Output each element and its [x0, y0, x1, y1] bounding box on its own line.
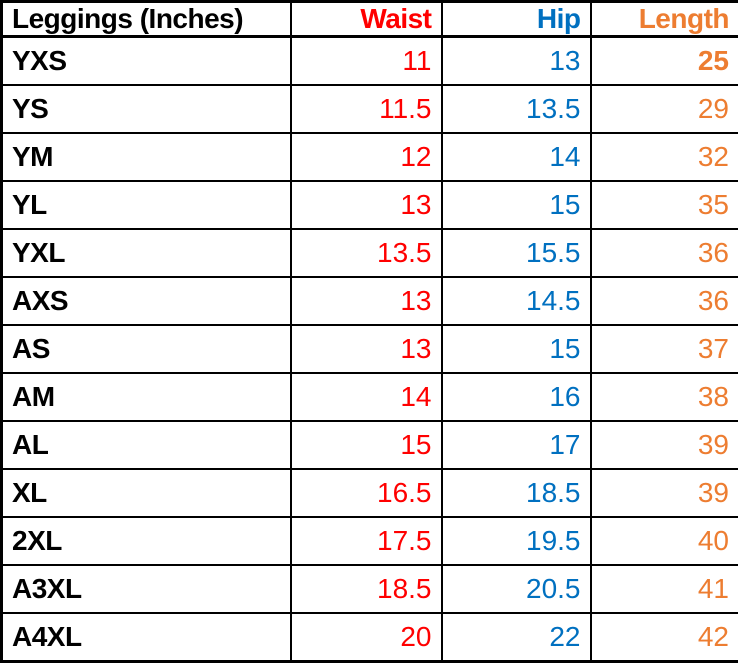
size-cell: YXL	[0, 228, 292, 278]
table-row: A4XL 20 22 42	[0, 611, 738, 663]
table-body: YXS 11 13 25 YS 11.5 13.5 29 YM 12 14 32 YL 13 15 35 YXL…	[0, 35, 738, 663]
hip-cell: 15.5	[440, 228, 592, 278]
hip-cell: 13	[440, 35, 592, 87]
size-cell: AL	[0, 419, 292, 470]
hip-cell: 20.5	[440, 563, 592, 614]
size-cell: YS	[0, 84, 292, 135]
hip-cell: 17	[440, 419, 592, 470]
length-cell: 40	[589, 515, 738, 566]
table-row: XL 16.5 18.5 39	[0, 467, 738, 518]
table-row: 2XL 17.5 19.5 40	[0, 515, 738, 566]
header-row: Leggings (Inches) Waist Hip Length	[0, 0, 738, 38]
waist-cell: 16.5	[289, 467, 443, 518]
length-cell: 38	[589, 371, 738, 422]
waist-cell: 14	[289, 371, 443, 422]
waist-cell: 13	[289, 323, 443, 374]
table-row: YM 12 14 32	[0, 132, 738, 183]
size-cell: A4XL	[0, 611, 292, 663]
size-cell: YM	[0, 132, 292, 183]
column-header-length: Length	[589, 0, 738, 38]
table-row: AXS 13 14.5 36	[0, 275, 738, 326]
waist-cell: 18.5	[289, 563, 443, 614]
column-header-hip: Hip	[440, 0, 592, 38]
waist-cell: 15	[289, 419, 443, 470]
length-cell: 32	[589, 132, 738, 183]
column-header-size: Leggings (Inches)	[0, 0, 292, 38]
length-cell: 36	[589, 228, 738, 278]
waist-cell: 12	[289, 132, 443, 183]
table-header: Leggings (Inches) Waist Hip Length	[0, 0, 738, 38]
table-row: AS 13 15 37	[0, 323, 738, 374]
size-cell: A3XL	[0, 563, 292, 614]
waist-cell: 13.5	[289, 228, 443, 278]
length-cell: 39	[589, 467, 738, 518]
length-cell: 36	[589, 275, 738, 326]
table-row: YS 11.5 13.5 29	[0, 84, 738, 135]
table-row: YL 13 15 35	[0, 180, 738, 231]
hip-cell: 22	[440, 611, 592, 663]
hip-cell: 15	[440, 180, 592, 231]
length-cell: 29	[589, 84, 738, 135]
table-row: AL 15 17 39	[0, 419, 738, 470]
length-cell: 35	[589, 180, 738, 231]
table-row: A3XL 18.5 20.5 41	[0, 563, 738, 614]
length-cell: 39	[589, 419, 738, 470]
waist-cell: 13	[289, 180, 443, 231]
hip-cell: 19.5	[440, 515, 592, 566]
table-row: YXL 13.5 15.5 36	[0, 228, 738, 278]
waist-cell: 13	[289, 275, 443, 326]
size-cell: YXS	[0, 35, 292, 87]
length-cell: 37	[589, 323, 738, 374]
length-cell: 41	[589, 563, 738, 614]
waist-cell: 17.5	[289, 515, 443, 566]
size-cell: XL	[0, 467, 292, 518]
hip-cell: 14	[440, 132, 592, 183]
waist-cell: 20	[289, 611, 443, 663]
length-cell: 42	[589, 611, 738, 663]
size-cell: AM	[0, 371, 292, 422]
table-row: YXS 11 13 25	[0, 35, 738, 87]
length-cell: 25	[589, 35, 738, 87]
hip-cell: 15	[440, 323, 592, 374]
column-header-waist: Waist	[289, 0, 443, 38]
waist-cell: 11.5	[289, 84, 443, 135]
hip-cell: 13.5	[440, 84, 592, 135]
size-cell: YL	[0, 180, 292, 231]
hip-cell: 14.5	[440, 275, 592, 326]
hip-cell: 16	[440, 371, 592, 422]
table-row: AM 14 16 38	[0, 371, 738, 422]
hip-cell: 18.5	[440, 467, 592, 518]
size-cell: AXS	[0, 275, 292, 326]
size-cell: AS	[0, 323, 292, 374]
waist-cell: 11	[289, 35, 443, 87]
size-cell: 2XL	[0, 515, 292, 566]
